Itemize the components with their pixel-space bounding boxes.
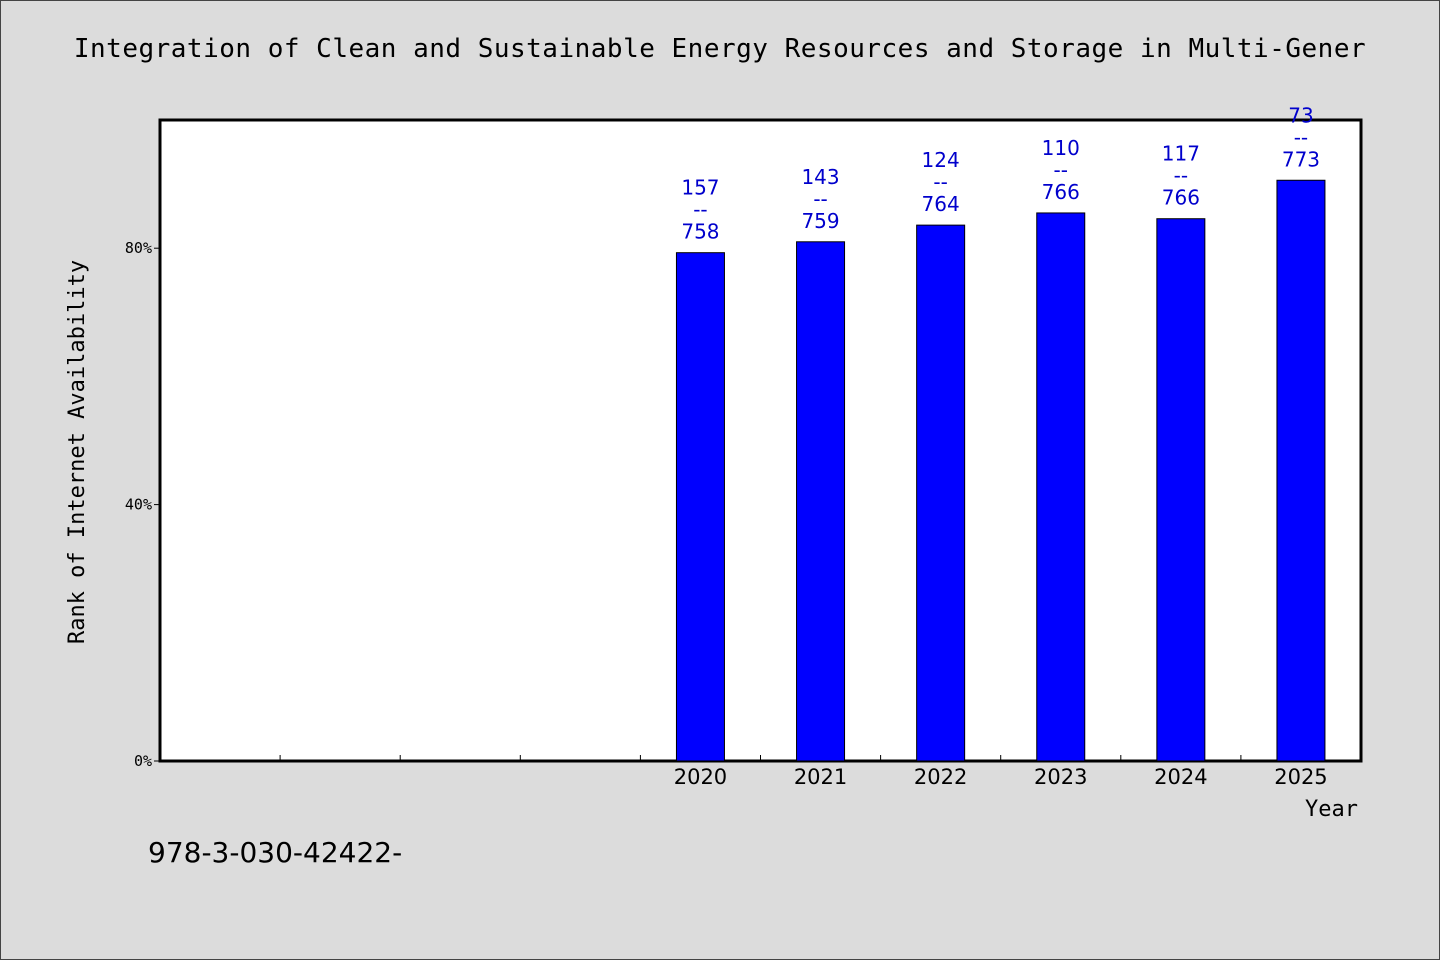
bar-data-label: 773 — [1282, 147, 1320, 171]
x-tick-label: 2021 — [794, 765, 847, 789]
bar-data-label: 143 — [801, 165, 839, 189]
bar-data-label: -- — [1294, 125, 1308, 149]
bar-data-label: 764 — [922, 192, 960, 216]
bar-data-label: -- — [933, 170, 947, 194]
bar — [1276, 179, 1326, 762]
bars-layer — [675, 179, 1326, 762]
bar-data-label: 759 — [801, 209, 839, 233]
chart-title: Integration of Clean and Sustainable Ene… — [73, 34, 1367, 64]
x-tick-label: 2024 — [1154, 765, 1207, 789]
bar-data-label: -- — [693, 198, 707, 222]
bar-data-label: 73 — [1288, 103, 1313, 127]
bar-data-label: -- — [813, 187, 827, 211]
bar-data-label: 117 — [1162, 142, 1200, 166]
y-tick-label: 40% — [125, 496, 152, 514]
bar-data-label: 124 — [922, 148, 960, 172]
footer-identifier: 978-3-030-42422- — [148, 836, 403, 869]
bar-data-label: 758 — [681, 220, 719, 244]
data-labels-layer: 157--758143--759124--764110--766117--766… — [681, 103, 1320, 243]
bar — [916, 224, 966, 762]
bar-data-label: 766 — [1042, 180, 1080, 204]
y-axis-label: Rank of Internet Availability — [65, 260, 90, 644]
bar-data-label: 110 — [1042, 136, 1080, 160]
x-tick-label: 2025 — [1274, 765, 1327, 789]
x-tick-label: 2020 — [674, 765, 727, 789]
x-tick-label: 2022 — [914, 765, 967, 789]
bar-data-label: 157 — [681, 176, 719, 200]
x-axis-label: Year — [1305, 797, 1358, 822]
x-tick-label: 2023 — [1034, 765, 1087, 789]
bar-data-label: -- — [1054, 158, 1068, 182]
bar-data-label: 766 — [1162, 186, 1200, 210]
bar — [1036, 212, 1086, 762]
bar — [1156, 218, 1206, 762]
y-axis-ticks: 0% 40% 80% — [125, 239, 160, 770]
x-axis-ticks: 2020 2021 2022 2023 2024 2025 — [279, 755, 1328, 789]
y-tick-label: 80% — [125, 239, 152, 257]
bar — [796, 241, 846, 762]
bar — [675, 252, 725, 762]
y-tick-label: 0% — [134, 752, 152, 770]
bar-data-label: -- — [1174, 164, 1188, 188]
